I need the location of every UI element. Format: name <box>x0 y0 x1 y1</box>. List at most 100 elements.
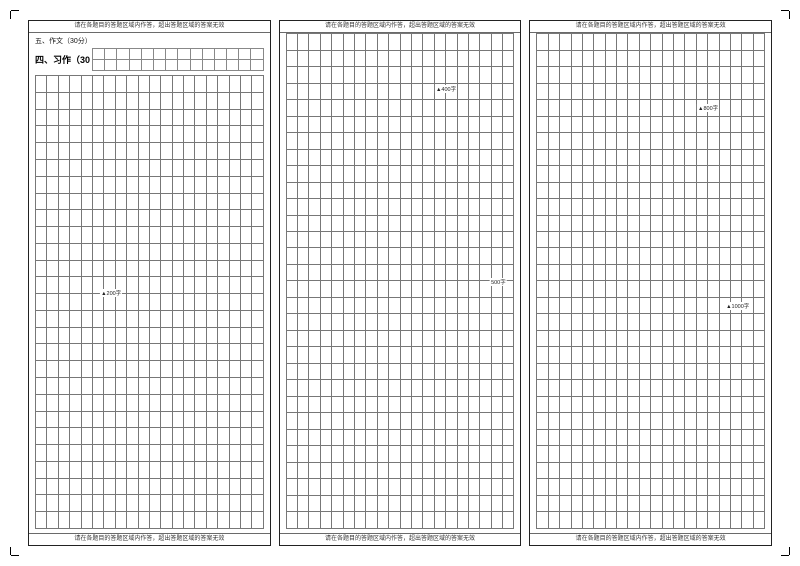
grid-cell <box>503 248 514 263</box>
grid-cell <box>218 194 229 210</box>
grid-cell <box>104 76 115 92</box>
grid-cell <box>332 100 343 115</box>
grid-cell <box>366 34 377 49</box>
grid-cell <box>218 479 229 495</box>
grid-cell <box>93 244 104 260</box>
grid-cell <box>435 150 446 165</box>
grid-cell <box>59 177 70 193</box>
grid-cell <box>663 446 674 461</box>
grid-cell <box>332 430 343 445</box>
grid-cell <box>697 364 708 379</box>
grid-cell <box>207 495 218 511</box>
grid-cell <box>435 512 446 527</box>
grid-cell <box>366 248 377 263</box>
grid-cell <box>298 298 309 313</box>
grid-cell <box>617 347 628 362</box>
grid-cell <box>651 314 662 329</box>
grid-cell <box>469 430 480 445</box>
grid-cell <box>207 194 218 210</box>
grid-cell <box>150 126 161 142</box>
grid-cell <box>82 395 93 411</box>
grid-cell <box>36 512 47 528</box>
grid-cell <box>366 117 377 132</box>
grid-cell <box>560 380 571 395</box>
grid-cell <box>606 364 617 379</box>
grid-row <box>537 216 765 232</box>
grid-cell <box>173 294 184 310</box>
grid-cell <box>628 199 639 214</box>
grid-cell <box>184 227 195 243</box>
grid-cell <box>549 166 560 181</box>
grid-cell <box>720 117 731 132</box>
grid-cell <box>150 244 161 260</box>
grid-cell <box>412 133 423 148</box>
grid-cell <box>731 430 742 445</box>
panel-footer: 请在各题目的答题区域内作答，超出答题区域的答案无效 <box>530 533 771 545</box>
answer-sheet-page: 请在各题目的答题区域内作答，超出答题区域的答案无效 五、作文（30分） 四、习作… <box>28 20 772 546</box>
grid-row <box>36 428 264 445</box>
grid-cell <box>663 380 674 395</box>
grid-cell <box>298 331 309 346</box>
grid-cell <box>594 100 605 115</box>
grid-cell <box>332 463 343 478</box>
grid-cell <box>742 397 753 412</box>
grid-cell <box>480 512 491 527</box>
grid-cell <box>378 166 389 181</box>
grid-cell <box>674 314 685 329</box>
grid-cell <box>321 512 332 527</box>
grid-cell <box>708 413 719 428</box>
grid-cell <box>59 512 70 528</box>
grid-cell <box>150 344 161 360</box>
grid-cell <box>503 446 514 461</box>
grid-cell <box>754 248 765 263</box>
grid-cell <box>82 378 93 394</box>
grid-cell <box>469 216 480 231</box>
grid-cell <box>36 428 47 444</box>
grid-cell <box>139 194 150 210</box>
essay-title-label: 四、习作（30 <box>35 48 92 71</box>
grid-cell <box>355 380 366 395</box>
grid-cell <box>754 265 765 280</box>
grid-cell <box>594 364 605 379</box>
grid-cell <box>754 67 765 82</box>
grid-cell <box>731 51 742 66</box>
grid-cell <box>184 210 195 226</box>
grid-cell <box>116 344 127 360</box>
grid-cell <box>572 496 583 511</box>
grid-cell <box>104 194 115 210</box>
grid-cell <box>458 331 469 346</box>
grid-cell <box>298 166 309 181</box>
grid-cell <box>412 446 423 461</box>
grid-cell <box>344 430 355 445</box>
grid-cell <box>230 412 241 428</box>
grid-cell <box>583 232 594 247</box>
grid-cell <box>207 344 218 360</box>
grid-cell <box>731 347 742 362</box>
grid-cell <box>241 261 252 277</box>
grid-cell <box>480 117 491 132</box>
grid-cell <box>366 430 377 445</box>
grid-cell <box>321 314 332 329</box>
grid-cell <box>640 248 651 263</box>
grid-cell <box>720 446 731 461</box>
grid-cell <box>685 331 696 346</box>
grid-cell <box>583 166 594 181</box>
grid-cell <box>537 347 548 362</box>
grid-cell <box>59 445 70 461</box>
grid-cell <box>207 93 218 109</box>
grid-cell <box>230 126 241 142</box>
grid-cell <box>401 150 412 165</box>
grid-cell <box>697 183 708 198</box>
grid-cell <box>651 331 662 346</box>
grid-cell <box>594 34 605 49</box>
grid-cell <box>423 199 434 214</box>
grid-cell <box>480 446 491 461</box>
grid-cell <box>720 265 731 280</box>
grid-cell <box>116 244 127 260</box>
grid-cell <box>104 261 115 277</box>
grid-cell <box>389 51 400 66</box>
grid-cell <box>36 194 47 210</box>
grid-row <box>537 117 765 133</box>
grid-cell <box>355 166 366 181</box>
grid-cell <box>230 160 241 176</box>
